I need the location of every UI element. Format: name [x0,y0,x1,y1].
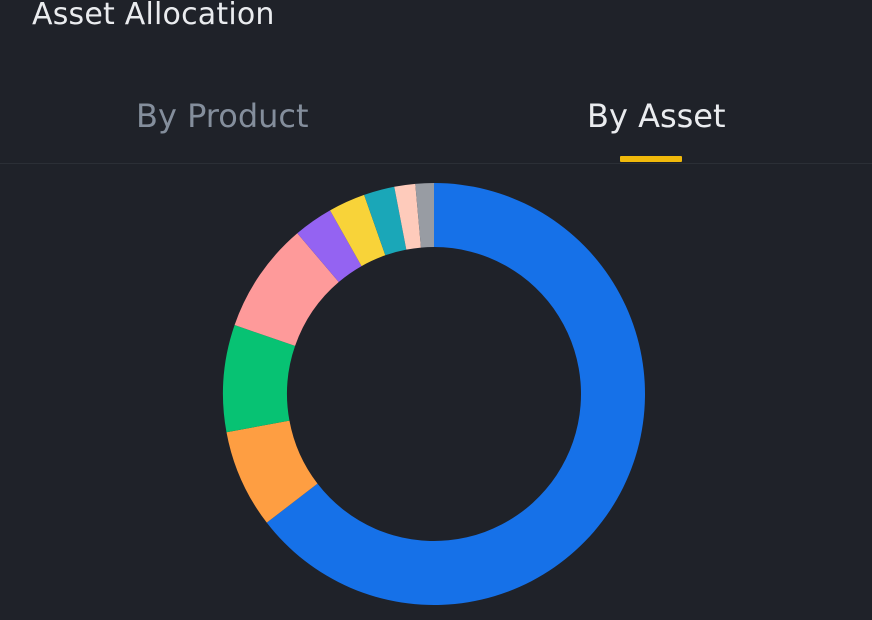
donut-slice-9[interactable] [415,183,434,248]
donut-slice-4[interactable] [234,233,339,346]
page-title: Asset Allocation [32,0,275,32]
tab-by-asset[interactable]: By Asset [587,97,726,135]
donut-slice-1[interactable] [266,183,646,605]
allocation-tabs: By Product By Asset [0,85,872,164]
donut-slice-8[interactable] [394,183,421,250]
donut-slice-7[interactable] [364,186,407,256]
donut-slice-6[interactable] [330,194,386,267]
allocation-chart-area [0,163,872,620]
tab-by-product[interactable]: By Product [136,97,309,135]
donut-slice-3[interactable] [223,325,296,433]
donut-slice-5[interactable] [297,210,362,283]
asset-allocation-donut-chart [223,183,646,605]
donut-slice-2[interactable] [226,420,318,523]
active-tab-indicator [620,156,682,162]
